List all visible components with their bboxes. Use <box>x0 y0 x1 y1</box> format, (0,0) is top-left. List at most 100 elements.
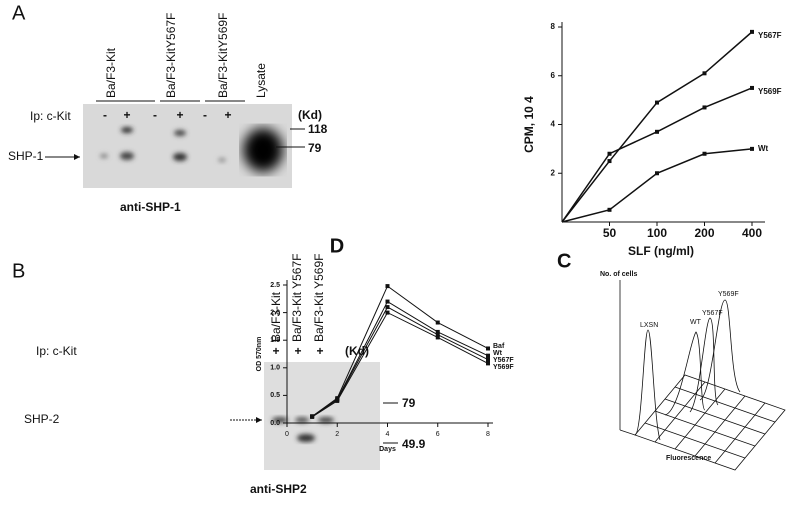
point <box>310 414 315 419</box>
lane-sign: + <box>272 344 279 358</box>
point <box>435 320 440 325</box>
axis-label: Fluorescence <box>666 455 711 462</box>
y-axis-label: OD 570nm <box>256 337 263 372</box>
lane-label: Ba/F3-KitY567F <box>164 13 178 98</box>
point <box>702 151 707 156</box>
point <box>750 85 754 90</box>
point <box>385 305 390 310</box>
series-label: Wt <box>493 350 503 357</box>
lane-sign: - <box>153 108 157 122</box>
point <box>385 284 390 289</box>
blot-a-bands <box>100 127 226 162</box>
point <box>655 171 659 176</box>
lane-label: Ba/F3-Kit <box>269 291 283 342</box>
chart-title: D <box>330 235 344 257</box>
lane-sign: + <box>224 108 231 122</box>
kd-label: (Kd) <box>298 108 322 122</box>
x-tick-label: 8 <box>486 431 490 438</box>
antibody-label: anti-SHP-1 <box>120 200 181 214</box>
series-label: Y569F <box>493 364 514 371</box>
lane-label: Ba/F3-Kit Y567F <box>290 254 304 343</box>
point <box>435 329 440 334</box>
point <box>486 353 490 358</box>
point <box>750 29 754 34</box>
y-axis-label: CPM, 10 4 <box>522 96 536 153</box>
panel-label: B <box>12 260 25 282</box>
point <box>435 332 440 337</box>
series-line <box>561 31 753 223</box>
x-tick-label: 100 <box>647 226 667 240</box>
x-tick-label: 2 <box>335 431 339 438</box>
lane-label: Ba/F3-Kit Y569F <box>312 254 326 343</box>
ip-label: Ip: c-Kit <box>36 344 77 358</box>
lane-sign: + <box>294 344 301 358</box>
antibody-label: anti-SHP2 <box>250 482 307 496</box>
panel-label: C <box>557 250 571 272</box>
x-tick-label: 4 <box>386 431 390 438</box>
marker-label: 79 <box>308 141 322 155</box>
x-tick-label: 6 <box>436 431 440 438</box>
marker-label: 118 <box>308 122 328 136</box>
lane-label: Ba/F3-KitY569F <box>216 13 230 98</box>
lane-sign: + <box>176 108 183 122</box>
point <box>655 129 659 134</box>
y-tick-label: 0.5 <box>270 392 280 399</box>
series-label: Y569F <box>758 87 782 96</box>
lane-sign: + <box>316 344 323 358</box>
point <box>486 346 490 351</box>
peak-label: Y567F <box>702 310 723 317</box>
point <box>750 146 754 151</box>
lysate-band <box>243 128 283 172</box>
point <box>385 310 390 315</box>
x-tick-label: 50 <box>603 226 617 240</box>
y-tick-label: 0.0 <box>270 420 280 427</box>
blot-b-bands <box>272 417 334 442</box>
point <box>486 361 490 366</box>
arrow-head <box>256 417 262 423</box>
y-tick-label: 2.0 <box>270 309 280 316</box>
x-tick-label: 400 <box>742 226 762 240</box>
band-label: SHP-1 <box>8 149 44 163</box>
y-tick-label: 6 <box>551 71 556 80</box>
series-line <box>561 87 753 223</box>
series-label: Baf <box>493 343 505 350</box>
blot-b <box>264 362 380 470</box>
x-tick-label: 200 <box>694 226 714 240</box>
band-label: SHP-2 <box>24 412 60 426</box>
y-tick-label: 1.0 <box>270 365 280 372</box>
point <box>702 71 707 76</box>
arrow-head <box>74 154 80 160</box>
point <box>607 151 612 156</box>
ip-label: Ip: c-Kit <box>30 109 71 123</box>
point <box>385 299 390 304</box>
point <box>435 335 440 340</box>
point <box>607 159 612 164</box>
x-tick-label: 0 <box>285 431 289 438</box>
y-tick-label: 1.5 <box>270 337 280 344</box>
panel-label: A <box>12 2 26 24</box>
marker-label: 79 <box>402 396 416 410</box>
series-label: Y567F <box>493 357 514 364</box>
point <box>607 207 612 212</box>
point <box>486 357 490 362</box>
marker-label: 49.9 <box>402 437 426 451</box>
lane-sign: - <box>203 108 207 122</box>
peak-label: LXSN <box>640 322 658 329</box>
peak-label: Y569F <box>718 291 739 298</box>
x-axis-label: SLF (ng/ml) <box>628 244 694 258</box>
histogram-3d <box>619 280 786 471</box>
lane-label: Ba/F3-Kit <box>104 47 118 98</box>
axis-label: No. of cells <box>600 271 637 278</box>
lane-sign: + <box>123 108 130 122</box>
series-label: Y567F <box>758 31 782 40</box>
series-label: Wt <box>758 144 769 153</box>
y-tick-label: 4 <box>551 120 556 129</box>
point <box>655 100 659 105</box>
y-tick-label: 2 <box>551 168 556 177</box>
lane-sign: - <box>103 108 107 122</box>
lane-label: Lysate <box>254 63 268 98</box>
point <box>335 398 340 403</box>
point <box>702 105 707 110</box>
peak-label: WT <box>690 319 702 326</box>
